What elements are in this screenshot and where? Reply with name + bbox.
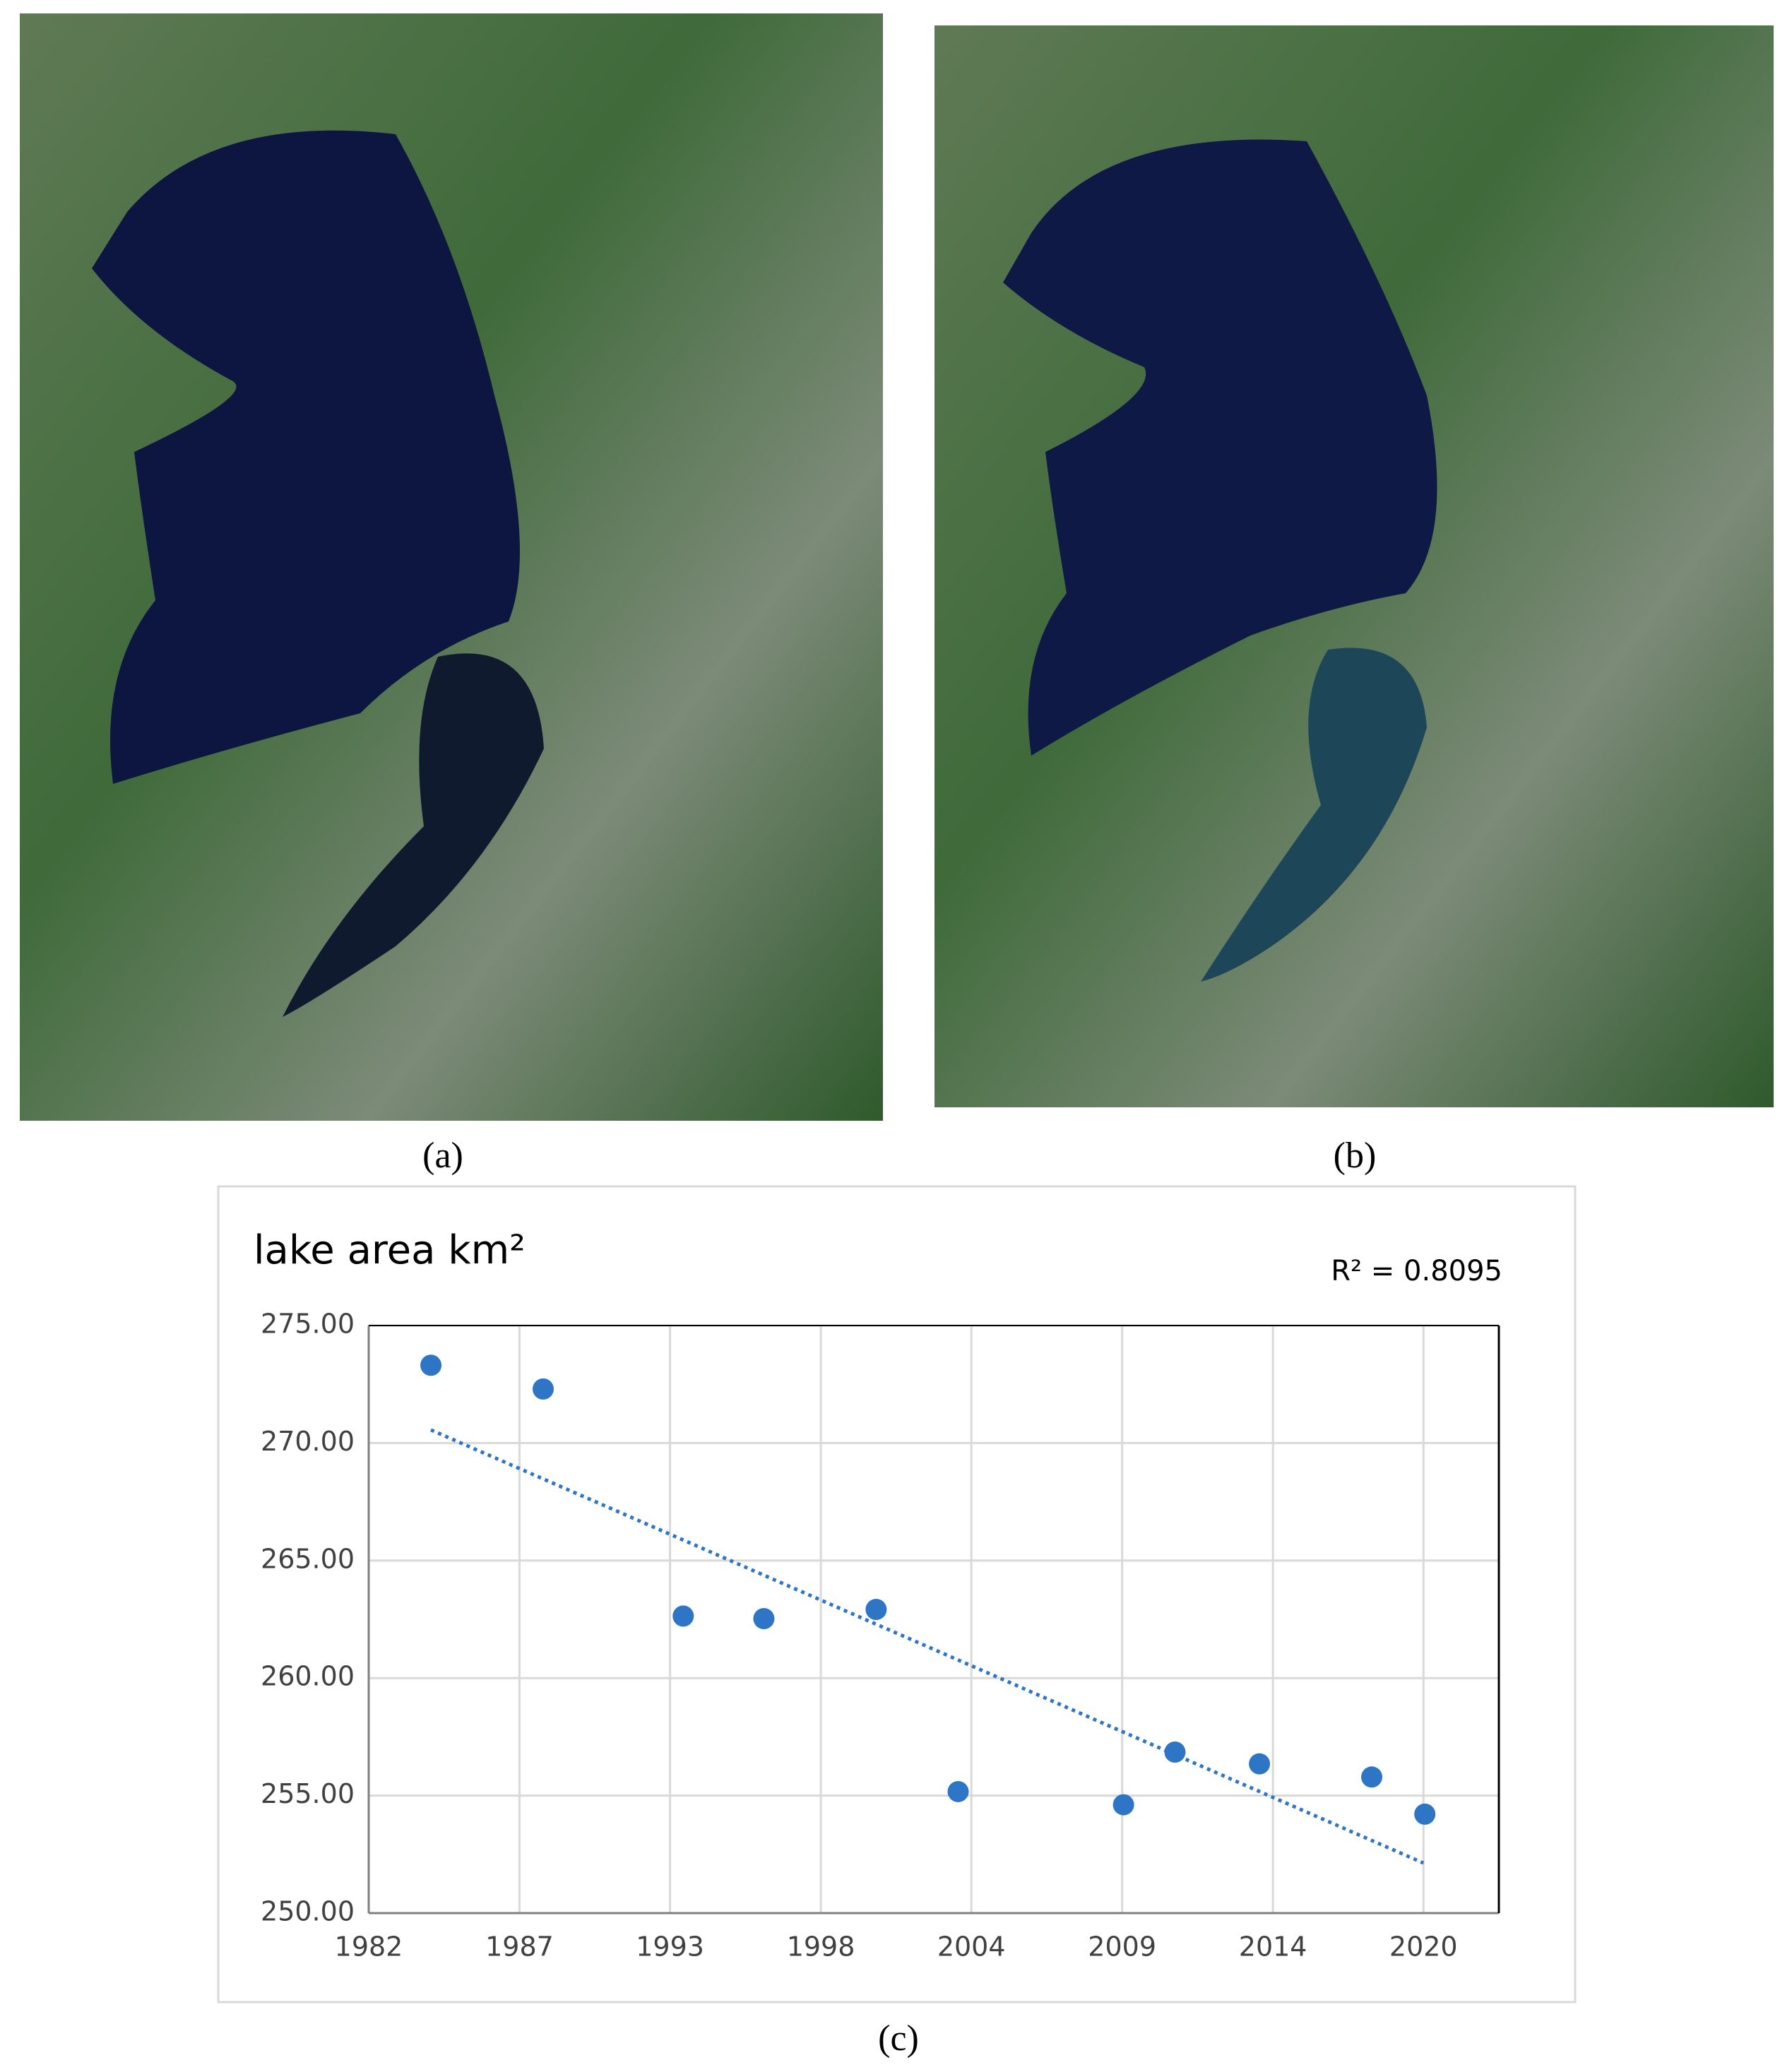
x-tick-label: 1987 <box>485 1931 554 1963</box>
data-point <box>1414 1803 1436 1825</box>
x-tick-label: 2020 <box>1389 1931 1458 1963</box>
x-tick-label: 1998 <box>787 1931 855 1963</box>
data-point <box>532 1378 554 1400</box>
panel-label: (b) <box>1334 1136 1377 1176</box>
data-point <box>1361 1766 1383 1788</box>
x-tick-label: 1993 <box>636 1931 704 1963</box>
data-point <box>947 1780 969 1802</box>
panel-label: (a) <box>422 1136 463 1176</box>
data-point <box>1164 1741 1186 1763</box>
y-tick-label: 270.00 <box>261 1426 355 1457</box>
y-tick-label: 250.00 <box>261 1896 355 1927</box>
plot-area: 250.00 255.00 260.00 265.00 270.00 275.00 1982… <box>261 1309 1500 1963</box>
x-tick-label: 2004 <box>937 1931 1006 1963</box>
data-point <box>753 1608 775 1630</box>
panel-label: (c) <box>878 2018 919 2059</box>
data-point <box>1249 1753 1271 1775</box>
x-tick-label: 2009 <box>1088 1931 1156 1963</box>
data-point <box>865 1599 887 1621</box>
y-tick-label: 260.00 <box>261 1661 355 1692</box>
x-tick-label: 1982 <box>335 1931 403 1963</box>
annotation: R² = 0.8095 <box>1331 1255 1502 1287</box>
y-tick-label: 255.00 <box>261 1778 355 1809</box>
data-point <box>672 1605 694 1627</box>
data-point <box>1112 1794 1134 1816</box>
x-tick-label: 2014 <box>1239 1931 1307 1963</box>
satellite-image-b <box>934 25 1774 1107</box>
y-tick-label: 265.00 <box>261 1543 355 1574</box>
trendline <box>430 1428 1425 1865</box>
y-tick-label: 275.00 <box>261 1309 355 1340</box>
data-point <box>420 1354 442 1376</box>
chart-frame <box>217 1185 1577 2003</box>
satellite-image-a <box>20 13 883 1121</box>
chart-title: lake area km² <box>254 1227 526 1273</box>
